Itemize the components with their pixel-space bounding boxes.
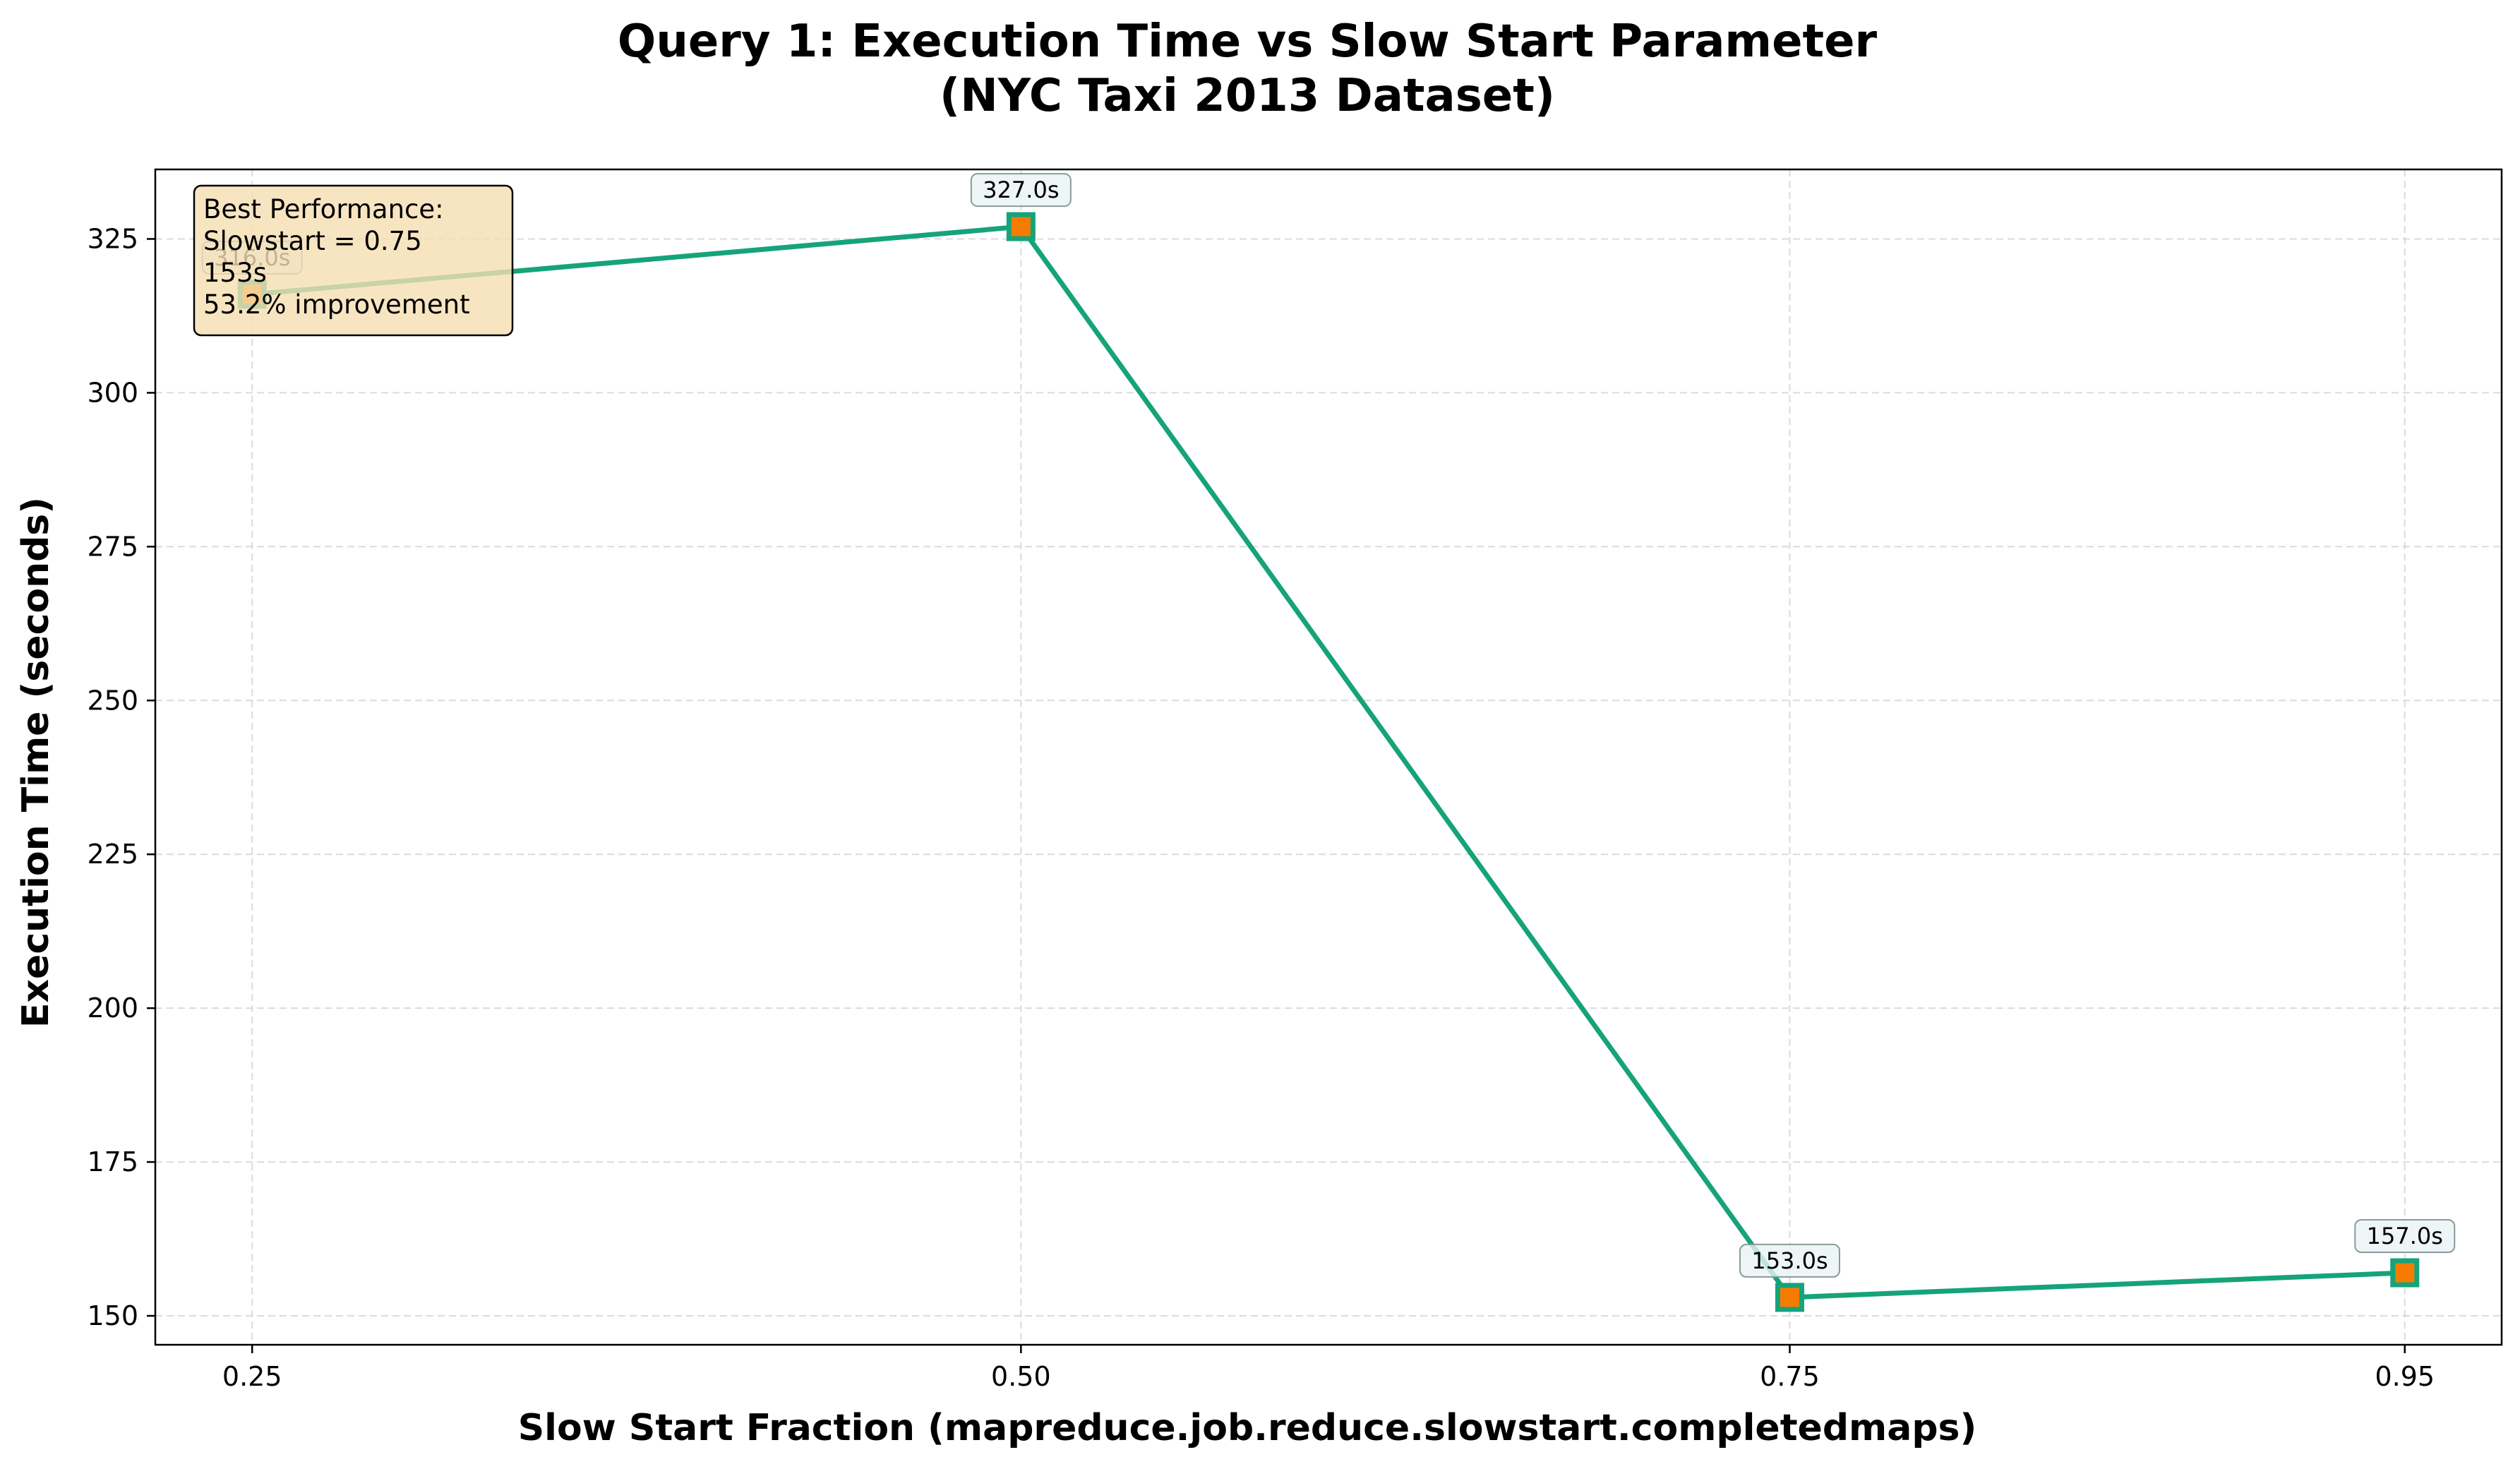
y-tick-label: 175: [87, 1146, 138, 1177]
data-label-text: 153.0s: [1751, 1247, 1828, 1274]
data-point-marker: [1006, 212, 1036, 241]
data-label-background: [2354, 1219, 2456, 1254]
annotation-line-4: 53.2% improvement: [203, 289, 470, 320]
y-tick-label: 150: [87, 1300, 138, 1331]
x-tick-label: 0.25: [222, 1361, 282, 1392]
series-line-layer: [249, 224, 2408, 1300]
best-performance-annotation: Best Performance: Slowstart = 0.75 153s …: [193, 184, 514, 337]
y-tick-label: 300: [87, 377, 138, 408]
execution-time-line: [249, 224, 2408, 1300]
data-point-marker: [2390, 1258, 2420, 1288]
data-label: 153.0s: [1739, 1243, 1840, 1278]
plot-frame: [154, 168, 2503, 1346]
y-tick-label: 250: [87, 685, 138, 716]
x-tick-label: 0.75: [1760, 1361, 1820, 1392]
x-tick-label: 0.50: [991, 1361, 1051, 1392]
annotation-background: [193, 184, 514, 337]
data-label: 157.0s: [2354, 1219, 2456, 1254]
grid-lines: [155, 169, 2502, 1345]
series-markers: [237, 212, 2420, 1312]
chart-title-line-1: Query 1: Execution Time vs Slow Start Pa…: [618, 16, 1878, 68]
data-label-text: 157.0s: [2367, 1223, 2443, 1249]
y-axis-label: Execution Time (seconds): [15, 497, 57, 1028]
annotation-line-3: 153s: [203, 258, 267, 288]
annotation-line-1: Best Performance:: [203, 194, 444, 224]
x-tick-label: 0.95: [2375, 1361, 2435, 1392]
y-tick-label: 325: [87, 224, 138, 255]
data-point-marker: [1775, 1283, 1804, 1312]
data-label-background: [1739, 1243, 1840, 1278]
x-axis-label: Slow Start Fraction (mapreduce.job.reduc…: [518, 1407, 1977, 1449]
y-tick-label: 200: [87, 993, 138, 1024]
chart-title-line-2: (NYC Taxi 2013 Dataset): [940, 70, 1555, 122]
annotation-line-2: Slowstart = 0.75: [203, 226, 422, 256]
data-label-background: [970, 173, 1072, 208]
axis-ticks: 0.25 0.50 0.75 0.95 150 175 200 225 250 275 300 325: [87, 224, 2435, 1392]
data-label: 327.0s: [970, 173, 1072, 208]
data-label-text: 327.0s: [983, 176, 1059, 203]
y-tick-label: 275: [87, 531, 138, 562]
y-tick-label: 225: [87, 839, 138, 870]
